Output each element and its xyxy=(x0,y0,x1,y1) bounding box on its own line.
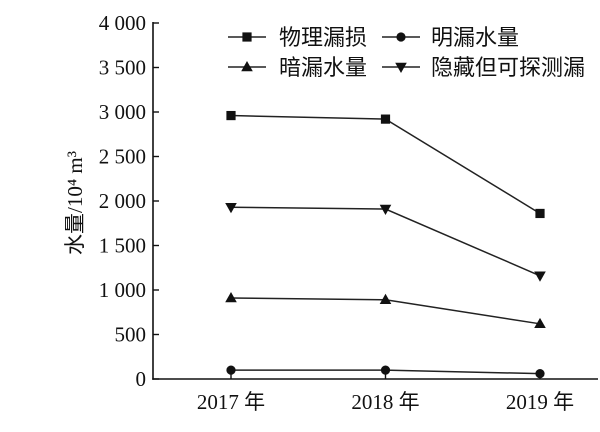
series-4 xyxy=(225,203,546,282)
y-tick-label: 1 500 xyxy=(99,234,146,258)
series-1 xyxy=(226,110,545,219)
series-2-point xyxy=(380,365,391,375)
series-1-line xyxy=(230,114,541,215)
series-3 xyxy=(225,292,546,329)
series-4-point xyxy=(379,204,392,216)
legend-label: 隐藏但可探测漏 xyxy=(431,55,585,80)
series-3-point xyxy=(534,317,546,329)
legend-item-3: 暗漏水量 xyxy=(228,55,367,80)
x-tick-label: 2018 年 xyxy=(351,390,419,414)
series-2-point xyxy=(226,365,236,375)
series-2 xyxy=(226,365,545,379)
square-marker-icon xyxy=(242,32,252,42)
y-tick-label: 1 000 xyxy=(99,278,146,302)
x-tick-label: 2019 年 xyxy=(506,390,574,414)
legend-label: 暗漏水量 xyxy=(279,55,367,80)
y-tick-label: 4 000 xyxy=(99,11,146,35)
series-1-point xyxy=(226,110,236,121)
series-4-point xyxy=(225,203,237,214)
series-2-point xyxy=(535,369,545,379)
series-3-point xyxy=(379,293,392,304)
triangle-up-marker-icon xyxy=(241,61,253,72)
legend-label: 明漏水量 xyxy=(431,25,519,50)
y-tick-label: 3 000 xyxy=(99,100,146,124)
series-layer xyxy=(225,110,546,379)
y-tick-label: 2 500 xyxy=(99,145,146,169)
series-4-point xyxy=(534,271,546,282)
x-axis-ticks: 2017 年 2018 年 2019 年 xyxy=(197,373,574,414)
legend-item-4: 隐藏但可探测漏 xyxy=(382,55,585,80)
y-tick-label: 3 500 xyxy=(99,56,146,80)
series-3-point xyxy=(225,292,237,303)
series-4-line xyxy=(230,206,541,277)
y-tick-label: 0 xyxy=(136,367,147,391)
legend-label: 物理漏损 xyxy=(279,25,367,50)
y-axis-ticks: 0 500 1 000 1 500 2 000 2 500 3 000 3 500 4 000 xyxy=(99,11,159,391)
legend-item-2: 明漏水量 xyxy=(382,25,519,50)
y-axis-title: 水量/10⁴ m³ xyxy=(63,151,87,255)
series-1-point xyxy=(535,208,545,219)
series-1-point xyxy=(380,114,391,124)
x-tick-label: 2017 年 xyxy=(197,390,265,414)
y-tick-label: 2 000 xyxy=(99,189,146,213)
circle-marker-icon xyxy=(396,32,406,42)
y-tick-label: 500 xyxy=(115,323,147,347)
legend-item-1: 物理漏损 xyxy=(228,25,367,50)
triangle-down-marker-icon xyxy=(395,62,407,73)
